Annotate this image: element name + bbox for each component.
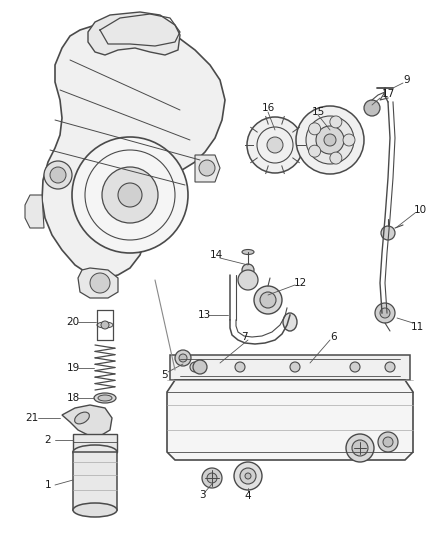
Circle shape (267, 137, 283, 153)
Ellipse shape (73, 503, 117, 517)
Text: 20: 20 (67, 317, 80, 327)
Text: 7: 7 (241, 332, 247, 342)
Circle shape (199, 160, 215, 176)
Text: 18: 18 (67, 393, 80, 403)
Text: 15: 15 (311, 107, 325, 117)
Circle shape (378, 432, 398, 452)
Circle shape (207, 473, 217, 483)
Circle shape (202, 468, 222, 488)
Circle shape (235, 362, 245, 372)
Circle shape (385, 362, 395, 372)
Ellipse shape (98, 395, 112, 401)
Ellipse shape (73, 445, 117, 459)
Polygon shape (170, 355, 410, 380)
Circle shape (309, 123, 321, 135)
Polygon shape (195, 155, 220, 182)
Text: 3: 3 (199, 490, 205, 500)
Polygon shape (25, 195, 44, 228)
Ellipse shape (242, 249, 254, 254)
Circle shape (193, 360, 207, 374)
Ellipse shape (283, 313, 297, 331)
Polygon shape (42, 20, 225, 278)
Text: 6: 6 (331, 332, 337, 342)
Polygon shape (88, 12, 180, 55)
Circle shape (375, 303, 395, 323)
Text: 12: 12 (293, 278, 307, 288)
Polygon shape (62, 405, 112, 436)
Text: 11: 11 (410, 322, 424, 332)
Circle shape (50, 167, 66, 183)
Circle shape (309, 145, 321, 157)
Circle shape (290, 362, 300, 372)
Text: 16: 16 (261, 103, 275, 113)
Text: 5: 5 (161, 370, 167, 380)
Text: 9: 9 (404, 75, 410, 85)
Text: 13: 13 (198, 310, 211, 320)
Circle shape (306, 116, 354, 164)
Text: 21: 21 (25, 413, 39, 423)
Circle shape (44, 161, 72, 189)
Circle shape (102, 167, 158, 223)
Text: 19: 19 (67, 363, 80, 373)
Circle shape (330, 152, 342, 164)
Circle shape (90, 273, 110, 293)
Ellipse shape (97, 322, 113, 328)
Circle shape (240, 468, 256, 484)
Text: 10: 10 (413, 205, 427, 215)
Ellipse shape (74, 412, 89, 424)
Circle shape (245, 473, 251, 479)
Circle shape (190, 362, 200, 372)
Circle shape (296, 106, 364, 174)
Circle shape (247, 117, 303, 173)
Text: 4: 4 (245, 491, 251, 501)
Circle shape (260, 292, 276, 308)
Circle shape (316, 126, 344, 154)
Polygon shape (167, 380, 413, 460)
Circle shape (380, 308, 390, 318)
Circle shape (364, 100, 380, 116)
Circle shape (179, 354, 187, 362)
Circle shape (238, 270, 258, 290)
Circle shape (118, 183, 142, 207)
Circle shape (175, 350, 191, 366)
Circle shape (72, 137, 188, 253)
Text: 14: 14 (209, 250, 223, 260)
Bar (73, 434, 117, 452)
Circle shape (330, 116, 342, 128)
Text: 1: 1 (45, 480, 51, 490)
Circle shape (350, 362, 360, 372)
Circle shape (254, 286, 282, 314)
Polygon shape (78, 268, 118, 298)
Bar (73, 452, 117, 510)
Ellipse shape (94, 393, 116, 403)
Circle shape (381, 226, 395, 240)
Circle shape (346, 434, 374, 462)
Text: 2: 2 (45, 435, 51, 445)
Circle shape (343, 134, 355, 146)
Circle shape (383, 437, 393, 447)
Circle shape (101, 321, 109, 329)
Circle shape (352, 440, 368, 456)
Text: 17: 17 (381, 89, 395, 99)
Circle shape (324, 134, 336, 146)
Circle shape (234, 462, 262, 490)
Circle shape (242, 264, 254, 276)
